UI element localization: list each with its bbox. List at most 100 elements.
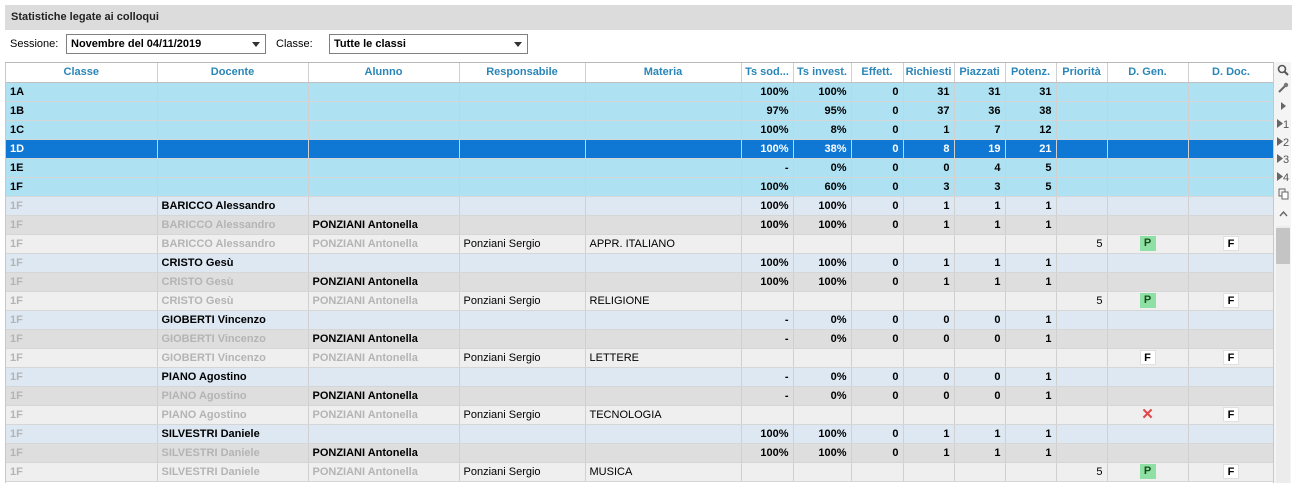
cell-ddoc: [1188, 215, 1273, 235]
level-4-icon[interactable]: 4: [1274, 170, 1292, 187]
column-header[interactable]: Priorità: [1056, 63, 1108, 83]
filter-bar: Sessione: Novembre del 04/11/2019 Classe…: [10, 34, 1290, 54]
column-header[interactable]: Classe: [6, 63, 158, 83]
cell-classe: 1F: [6, 215, 158, 235]
table-row[interactable]: 1F PIANO Agostino -0% 0 0 0 1: [6, 367, 1273, 387]
cell-docente: CRISTO Gesù: [157, 272, 309, 292]
table-row[interactable]: 1F PIANO Agostino PONZIANI Antonella Ponzia…: [6, 405, 1273, 425]
cell-tssod: 97%: [741, 101, 794, 121]
cell-prio: [1056, 310, 1108, 330]
cell-ddoc: [1188, 82, 1273, 102]
status-badge-p: P: [1139, 464, 1156, 479]
grid-toolbar: 1 2 3 4: [1273, 62, 1291, 483]
table-row[interactable]: 1F BARICCO Alessandro 100% 100% 0 1 1 1: [6, 196, 1273, 216]
cell-piaz: [954, 234, 1006, 254]
scrollbar-track[interactable]: [1276, 226, 1290, 483]
cell-classe: 1C: [6, 120, 158, 140]
column-header[interactable]: Responsabile: [459, 63, 586, 83]
cell-resp: [459, 139, 586, 159]
cell-dgen: F: [1107, 348, 1189, 368]
table-row[interactable]: 1F BARICCO Alessandro PONZIANI Antonella 10…: [6, 215, 1273, 235]
status-badge-f: F: [1223, 236, 1239, 251]
cell-docente: SILVESTRI Daniele: [157, 443, 309, 463]
cell-eff: 0: [851, 215, 904, 235]
cell-ric: [903, 405, 955, 425]
column-header[interactable]: Effett.: [851, 63, 904, 83]
table-row[interactable]: 1F CRISTO Gesù PONZIANI Antonella Ponziani …: [6, 291, 1273, 311]
level-1-icon[interactable]: 1: [1274, 117, 1292, 134]
session-select[interactable]: Novembre del 04/11/2019: [66, 34, 266, 54]
cell-materia: [585, 139, 742, 159]
cell-prio: 5: [1056, 462, 1108, 482]
cell-docente: CRISTO Gesù: [157, 253, 309, 273]
cell-ddoc: [1188, 158, 1273, 178]
stats-grid: Classe Docente Alunno Responsabile Materia Ts…: [5, 62, 1273, 483]
cell-tssod: [741, 234, 794, 254]
cell-materia: [585, 386, 742, 406]
table-row[interactable]: 1C 100% 8% 0 1 7 12: [6, 120, 1273, 140]
cell-alunno: PONZIANI Antonella: [308, 291, 460, 311]
table-row[interactable]: 1D 100% 38% 0 8 19 21: [6, 139, 1273, 159]
column-header[interactable]: Ts sod...: [741, 63, 794, 83]
cell-pot: 21: [1005, 139, 1057, 159]
cell-eff: 0: [851, 367, 904, 387]
table-row[interactable]: 1F PIANO Agostino PONZIANI Antonella -0% 0 0 0…: [6, 386, 1273, 406]
cell-docente: [157, 177, 309, 197]
column-header[interactable]: Ts invest.: [793, 63, 852, 83]
column-header[interactable]: D. Doc.: [1188, 63, 1273, 83]
column-header[interactable]: Docente: [157, 63, 309, 83]
cell-piaz: [954, 348, 1006, 368]
class-select[interactable]: Tutte le classi: [329, 34, 528, 54]
cell-piaz: 1: [954, 215, 1006, 235]
column-header[interactable]: Piazzati: [954, 63, 1006, 83]
cell-ric: 0: [903, 158, 955, 178]
cell-docente: [157, 120, 309, 140]
copy-icon[interactable]: [1274, 188, 1292, 205]
cell-pot: 1: [1005, 424, 1057, 444]
table-row[interactable]: 1F 100% 60% 0 3 3 5: [6, 177, 1273, 197]
cell-tsinv: 38%: [793, 139, 852, 159]
cell-eff: [851, 348, 904, 368]
table-row[interactable]: 1A 100% 100% 0 31 31 31: [6, 82, 1273, 102]
cell-materia: [585, 310, 742, 330]
cell-prio: [1056, 101, 1108, 121]
table-row[interactable]: 1F GIOBERTI Vincenzo PONZIANI Antonella -0%…: [6, 329, 1273, 349]
table-row[interactable]: 1F SILVESTRI Daniele PONZIANI Antonella Pon…: [6, 462, 1273, 482]
level-2-icon[interactable]: 2: [1274, 135, 1292, 152]
cell-prio: [1056, 348, 1108, 368]
column-header[interactable]: D. Gen.: [1107, 63, 1189, 83]
cell-materia: MUSICA: [585, 462, 742, 482]
cell-classe: 1F: [6, 443, 158, 463]
table-row[interactable]: 1F SILVESTRI Daniele PONZIANI Antonella 100…: [6, 443, 1273, 463]
column-header[interactable]: Potenz.: [1005, 63, 1057, 83]
cell-tssod: 100%: [741, 253, 794, 273]
column-header[interactable]: Alunno: [308, 63, 460, 83]
play-icon[interactable]: [1274, 100, 1292, 117]
collapse-up-icon[interactable]: [1274, 206, 1292, 223]
table-row[interactable]: 1F BARICCO Alessandro PONZIANI Antonella Po…: [6, 234, 1273, 254]
table-row[interactable]: 1F SILVESTRI Daniele 100% 100% 0 1 1 1: [6, 424, 1273, 444]
cell-ddoc: [1188, 424, 1273, 444]
cell-ddoc: F: [1188, 234, 1273, 254]
column-header[interactable]: Materia: [585, 63, 742, 83]
table-row[interactable]: 1F CRISTO Gesù 100% 100% 0 1 1 1: [6, 253, 1273, 273]
wrench-icon[interactable]: [1274, 82, 1292, 99]
cell-classe: 1F: [6, 291, 158, 311]
table-row[interactable]: 1E -0% 0 0 4 5: [6, 158, 1273, 178]
scrollbar-thumb[interactable]: [1276, 228, 1290, 264]
table-row[interactable]: 1F GIOBERTI Vincenzo -0% 0 0 0 1: [6, 310, 1273, 330]
cell-ddoc: [1188, 120, 1273, 140]
cell-pot: [1005, 462, 1057, 482]
table-row[interactable]: 1F CRISTO Gesù PONZIANI Antonella 100% 100% 0…: [6, 272, 1273, 292]
cell-alunno: PONZIANI Antonella: [308, 405, 460, 425]
cell-materia: [585, 424, 742, 444]
cell-ddoc: [1188, 253, 1273, 273]
level-3-icon[interactable]: 3: [1274, 152, 1292, 169]
search-icon[interactable]: [1274, 64, 1292, 81]
class-label: Classe:: [276, 38, 313, 50]
cell-pot: 1: [1005, 367, 1057, 387]
table-row[interactable]: 1F GIOBERTI Vincenzo PONZIANI Antonella Pon…: [6, 348, 1273, 368]
table-row[interactable]: 1B 97% 95% 0 37 36 38: [6, 101, 1273, 121]
column-header[interactable]: Richiesti: [903, 63, 955, 83]
level-4-label: 4: [1282, 172, 1290, 184]
